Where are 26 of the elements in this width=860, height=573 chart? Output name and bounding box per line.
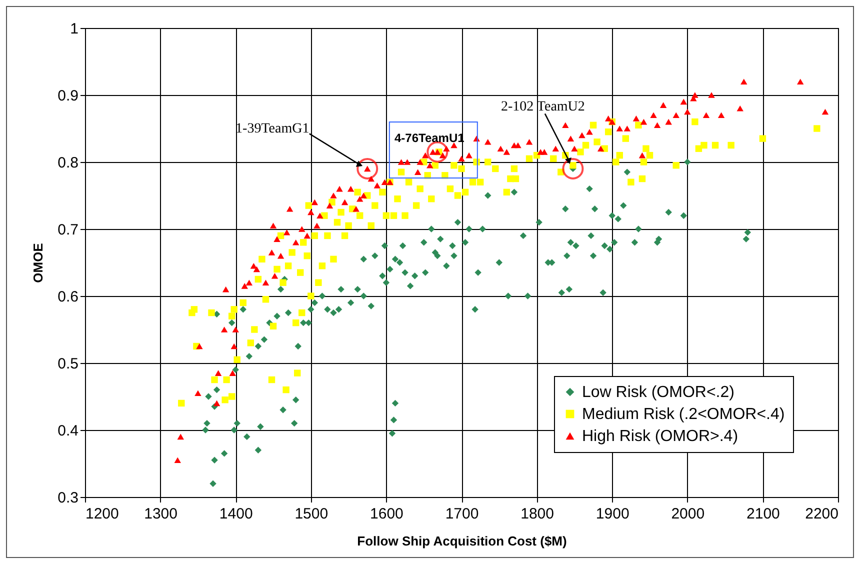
legend-label: Medium Risk (.2<OMOR<.4)	[582, 406, 785, 423]
x-tick-label: 1500	[294, 506, 328, 522]
y-tick-label: 0.8	[58, 154, 78, 172]
legend-label: High Risk (OMOR>.4)	[582, 428, 738, 445]
annotation: 2-102 TeamU2	[500, 100, 585, 115]
x-tick-label: 1200	[86, 506, 119, 522]
annotation: 1-39TeamG1	[236, 122, 310, 137]
x-tick-label: 2200	[805, 506, 838, 522]
x-tick-label: 1400	[219, 506, 253, 522]
x-tick-label: 1300	[144, 506, 178, 522]
y-tick-label: 0.5	[58, 356, 78, 372]
x-tick-label: 1600	[370, 506, 404, 522]
y-tick-label: 0.6	[58, 288, 78, 306]
x-tick-label: 1800	[520, 506, 554, 522]
y-tick-label: 0.9	[58, 88, 78, 104]
x-axis-title: Follow Ship Acquisition Cost ($M)	[357, 534, 567, 548]
x-tick-label: 1700	[445, 506, 479, 522]
y-tick-label: 0.3	[58, 490, 78, 506]
y-tick-label: 0.7	[58, 222, 78, 238]
legend-label: Low Risk (OMOR<.2)	[582, 384, 734, 401]
x-tick-label: 2000	[671, 506, 705, 522]
x-tick-label: 1900	[596, 506, 630, 522]
y-axis-title: OMOE	[30, 242, 46, 283]
y-tick-label: 1	[70, 20, 78, 38]
y-tick-label: 0.4	[58, 422, 78, 440]
x-tick-label: 2100	[746, 506, 780, 522]
